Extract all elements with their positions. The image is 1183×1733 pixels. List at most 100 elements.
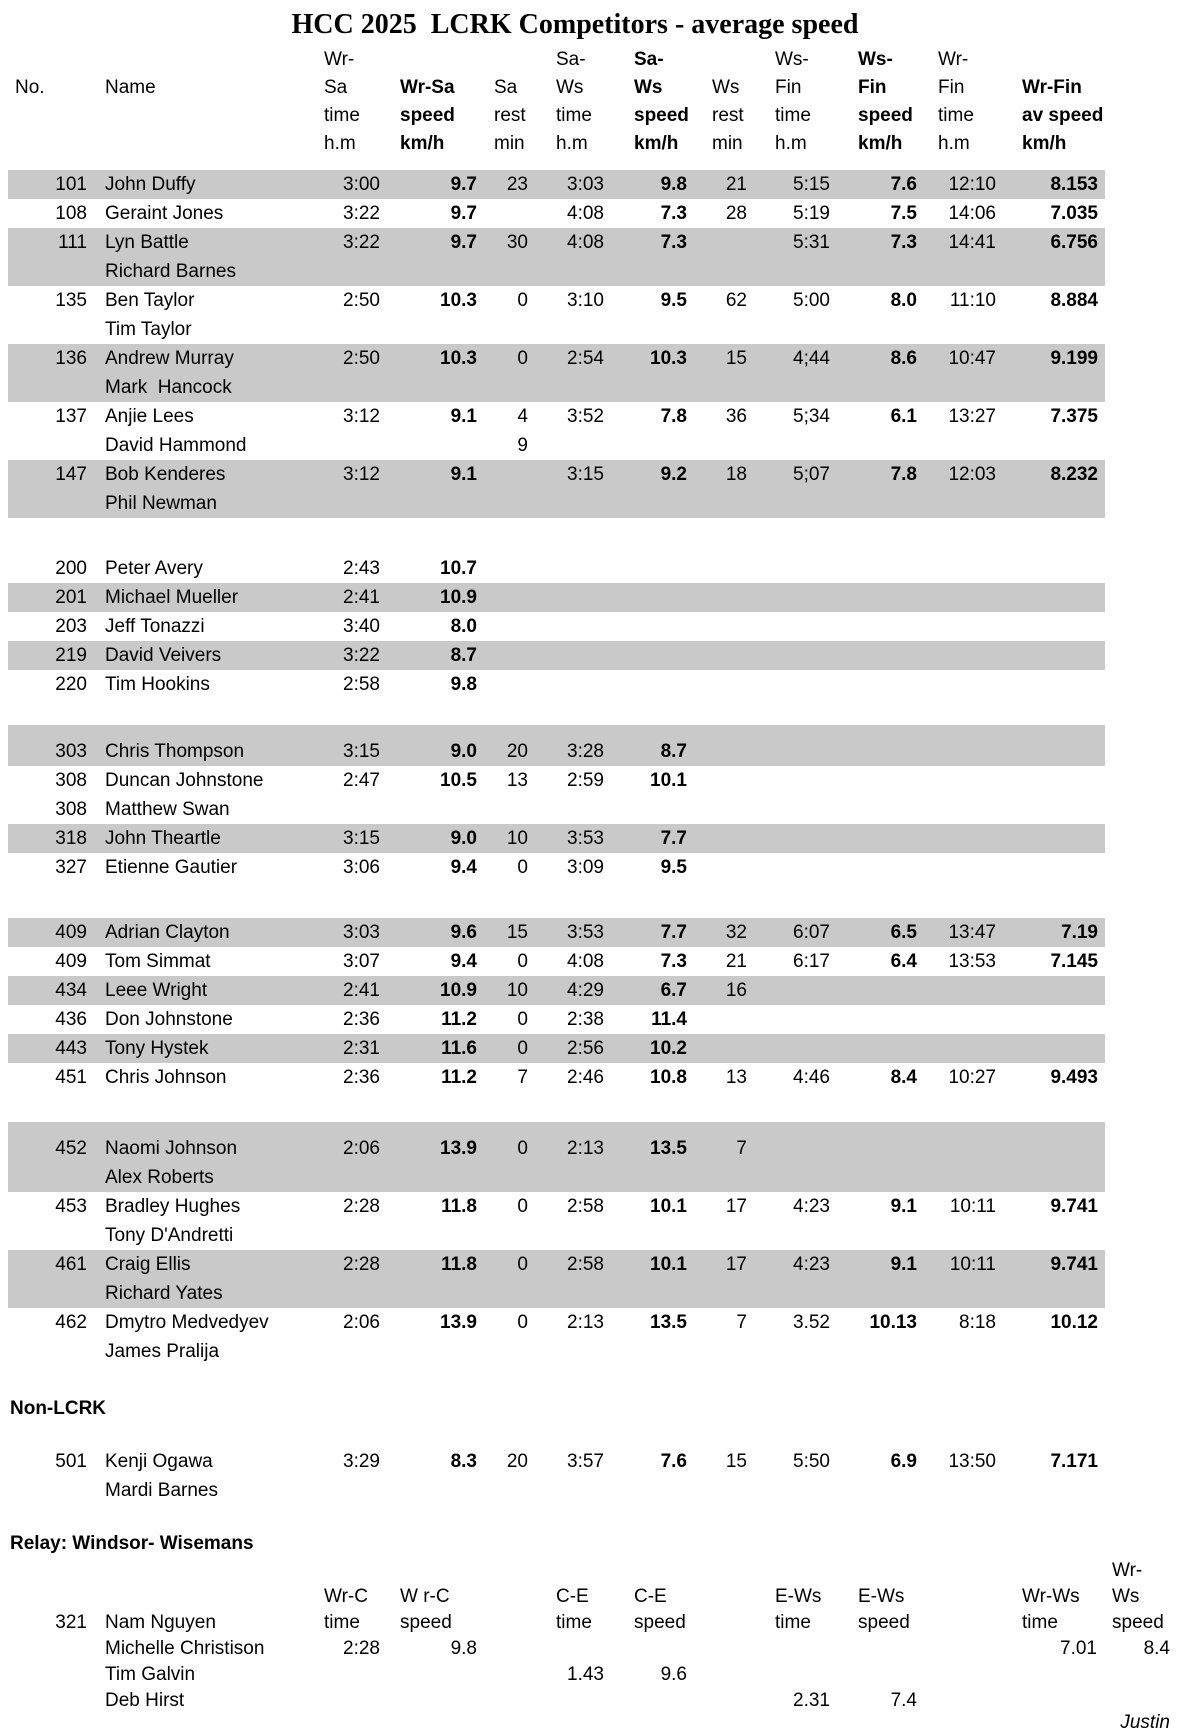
cell-no: 203 <box>55 616 87 637</box>
column-header-sa-ws-time: time <box>556 105 592 126</box>
cell-wr-sa-speed <box>383 373 480 402</box>
cell-sa-rest <box>480 670 531 699</box>
cell-wr-sa-time: 2:41 <box>343 587 380 608</box>
cell-wr-fin-speed <box>999 1279 1105 1308</box>
column-header-sa-ws-speed: Ws <box>634 77 663 98</box>
relay-cell: Michelle Christison <box>105 1638 265 1659</box>
cell-sa-ws-speed <box>607 554 690 583</box>
cell-sa-rest: 30 <box>506 232 528 253</box>
cell-wr-sa-speed: 9.1 <box>450 464 477 485</box>
cell-name: David Veivers <box>105 645 222 666</box>
cell-wr-fin-speed: 7.375 <box>1050 406 1098 427</box>
section-gap <box>8 1092 1183 1122</box>
cell-wr-sa-speed: 9.4 <box>450 857 477 878</box>
cell-sa-ws-time <box>531 1221 607 1250</box>
column-header-sa-ws-speed: km/h <box>634 133 679 154</box>
cell-sa-ws-speed <box>607 612 690 641</box>
cell-no: 461 <box>55 1254 87 1275</box>
relay-cell <box>999 1558 1105 1584</box>
cell-ws-rest <box>690 766 750 795</box>
relay-cell <box>833 1662 920 1688</box>
cell-ws-fin-speed: 6.5 <box>890 922 917 943</box>
cell-wr-fin-time <box>920 853 999 882</box>
cell-sa-ws-speed: 10.1 <box>650 770 687 791</box>
cell-name: Leee Wright <box>105 980 208 1001</box>
relay-cell <box>750 1662 833 1688</box>
cell-wr-fin-speed <box>999 670 1105 699</box>
relay-cell: C-E <box>634 1586 667 1607</box>
column-header-name <box>90 130 305 158</box>
relay-cell <box>90 1584 305 1610</box>
column-header-wr-sa-time: time <box>324 105 360 126</box>
cell-ws-fin-speed <box>833 431 920 460</box>
relay-cell <box>999 1662 1105 1688</box>
relay-cell <box>750 1636 833 1662</box>
relay-paddler-row: Deb Hirst 2.31 7.4 <box>8 1688 1183 1714</box>
cell-ws-fin-time: 5;34 <box>793 406 830 427</box>
cell-name: Lyn Battle <box>105 232 189 253</box>
relay-cell <box>480 1636 531 1662</box>
cell-sa-rest: 0 <box>517 1254 528 1275</box>
cell-sa-ws-speed <box>607 431 690 460</box>
relay-header-legs: Wr-C W r-C C-E C-E E-Ws E-Ws Wr-Ws Ws <box>8 1584 1183 1610</box>
relay-cell <box>690 1584 750 1610</box>
cell-ws-rest <box>690 1163 750 1192</box>
table-row: 436 Don Johnstone 2:36 11.2 0 2:38 11.4 <box>8 1005 1105 1034</box>
cell-sa-ws-speed <box>607 315 690 344</box>
cell-wr-sa-speed <box>383 1221 480 1250</box>
cell-wr-sa-time: 2:28 <box>343 1254 380 1275</box>
cell-wr-sa-speed <box>383 1337 480 1366</box>
cell-name: Anjie Lees <box>105 406 194 427</box>
relay-cell <box>8 1558 90 1584</box>
cell-ws-fin-time: 4:46 <box>793 1067 830 1088</box>
cell-wr-sa-speed: 11.2 <box>441 1067 477 1088</box>
cell-wr-fin-time <box>920 976 999 1005</box>
cell-wr-fin-time: 14:41 <box>948 232 996 253</box>
cell-ws-rest: 13 <box>725 1067 747 1088</box>
cell-ws-fin-time: 4:23 <box>793 1254 830 1275</box>
relay-cell <box>920 1558 999 1584</box>
cell-wr-sa-speed: 10.7 <box>440 558 477 579</box>
cell-ws-fin-speed <box>833 554 920 583</box>
cell-sa-ws-speed: 10.3 <box>650 348 687 369</box>
cell-wr-sa-speed: 9.6 <box>450 922 477 943</box>
cell-wr-sa-time: 2:41 <box>343 980 380 1001</box>
table-row: 108 Geraint Jones 3:22 9.7 4:08 7.3 28 5:19 7.5 1… <box>8 199 1105 228</box>
cell-sa-ws-time: 3:15 <box>567 464 604 485</box>
cell-name: Phil Newman <box>105 493 217 514</box>
relay-cell <box>90 1558 305 1584</box>
relay-cell <box>690 1662 750 1688</box>
cell-wr-fin-speed: 8.884 <box>1050 290 1098 311</box>
cell-sa-rest: 9 <box>517 435 528 456</box>
cell-wr-sa-time: 3:22 <box>343 232 380 253</box>
cell-ws-fin-time <box>750 641 833 670</box>
cell-ws-rest: 15 <box>725 1451 747 1472</box>
relay-cell: Wr-C <box>324 1586 368 1607</box>
column-header-wr-sa-speed <box>383 46 480 74</box>
cell-wr-sa-time: 3:07 <box>343 951 380 972</box>
table-row: Tony D'Andretti <box>8 1221 1105 1250</box>
cell-ws-rest <box>690 554 750 583</box>
column-header-wr-fin-time: Fin <box>938 77 965 98</box>
cell-sa-rest: 0 <box>517 857 528 878</box>
cell-no: 409 <box>55 951 87 972</box>
cell-name: Chris Thompson <box>105 741 245 762</box>
cell-wr-fin-time: 10:11 <box>949 1254 996 1275</box>
cell-ws-fin-time <box>750 1005 833 1034</box>
cell-wr-sa-time: 2:06 <box>343 1312 380 1333</box>
cell-wr-sa-speed: 9.7 <box>450 232 477 253</box>
cell-sa-ws-time <box>531 1476 607 1505</box>
cell-name: Etienne Gautier <box>105 857 238 878</box>
cell-ws-fin-speed <box>833 1134 920 1163</box>
cell-ws-rest <box>690 315 750 344</box>
cell-no: 200 <box>55 558 87 579</box>
cell-ws-rest: 18 <box>725 464 747 485</box>
relay-cell <box>920 1688 999 1714</box>
cell-wr-sa-speed: 9.1 <box>450 406 477 427</box>
cell-sa-ws-time: 3:57 <box>567 1451 604 1472</box>
cell-wr-sa-time <box>305 1279 383 1308</box>
cell-sa-rest: 4 <box>517 406 528 427</box>
relay-cell: 9.6 <box>660 1664 687 1685</box>
cell-wr-fin-speed <box>999 824 1105 853</box>
cell-name: Peter Avery <box>105 558 203 579</box>
